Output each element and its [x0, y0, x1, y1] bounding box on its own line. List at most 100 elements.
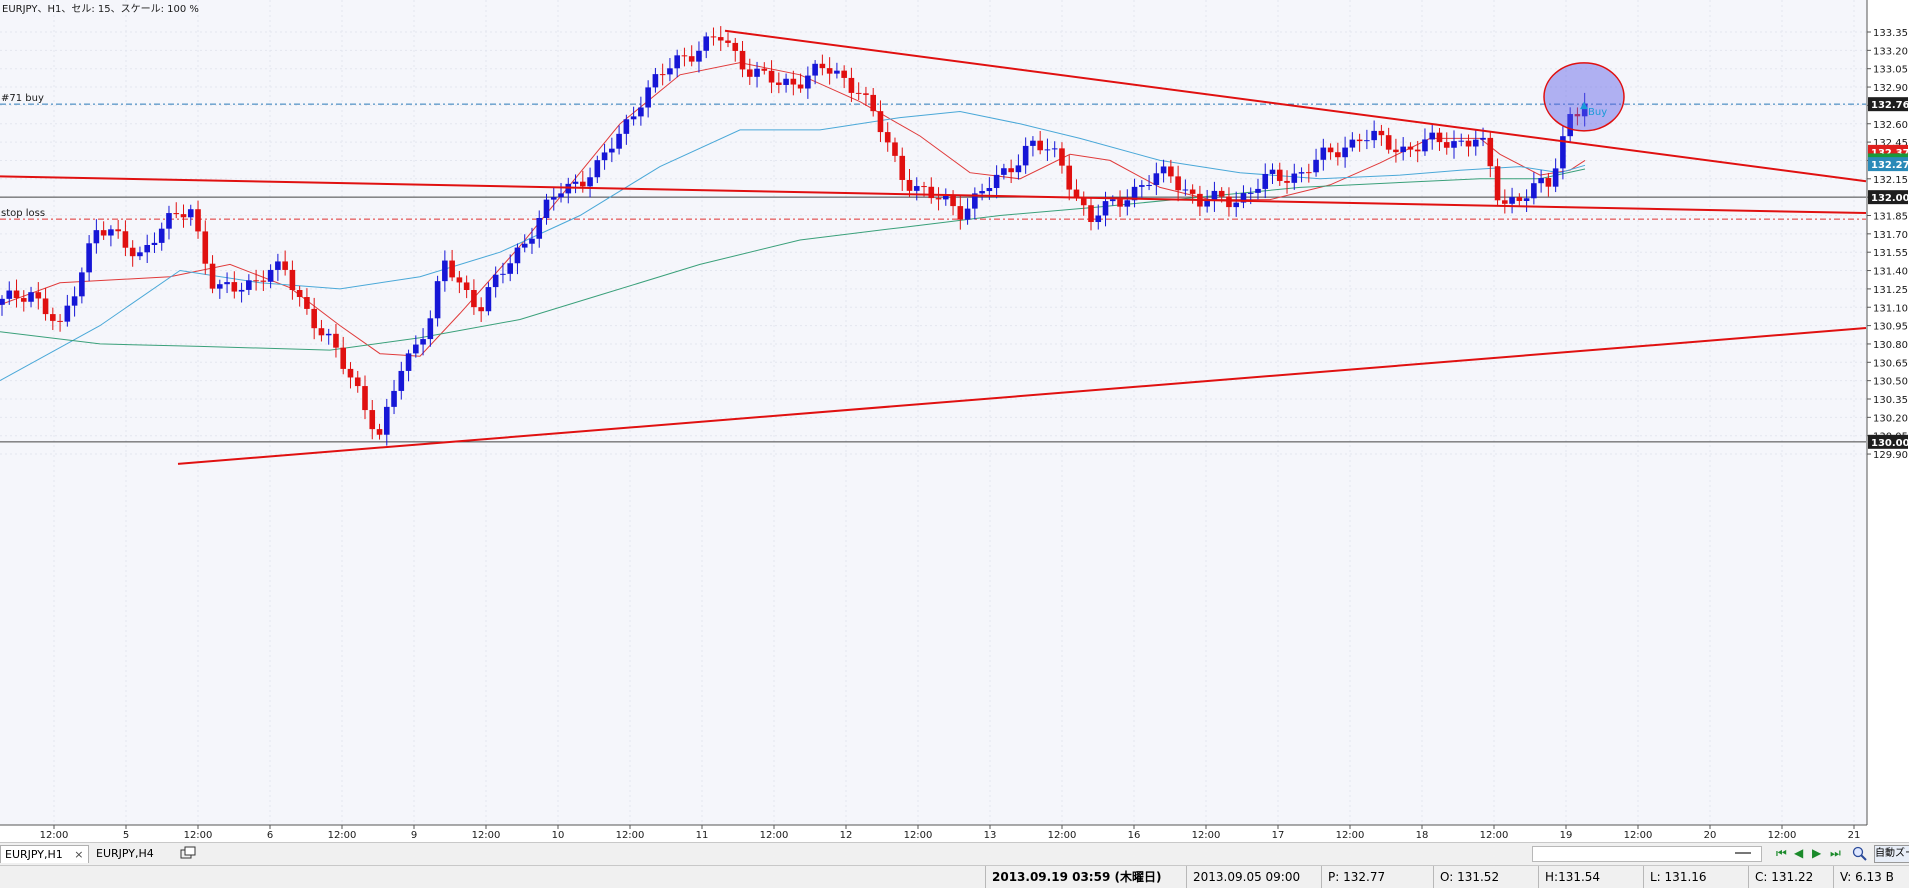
candle-body	[354, 377, 361, 387]
candle	[863, 86, 869, 106]
candle-body	[1436, 132, 1443, 143]
candle	[151, 232, 158, 253]
tab-eurjpy-h1[interactable]: EURJPY,H1 ×	[0, 845, 89, 863]
candle	[580, 170, 586, 193]
candle-body	[964, 208, 971, 220]
candle	[1458, 133, 1465, 147]
candle-body	[86, 243, 92, 273]
candle	[413, 335, 419, 358]
candle-body	[899, 155, 906, 180]
candle-body	[13, 290, 20, 299]
candle-body	[71, 296, 78, 306]
trendline-resistance[interactable]	[724, 29, 1867, 183]
candle-body	[979, 191, 985, 194]
candle-body	[826, 68, 833, 74]
candle-body	[144, 244, 150, 253]
candle	[1211, 181, 1218, 212]
candle-body	[848, 77, 855, 93]
candle-body	[797, 84, 804, 89]
candle-body	[950, 195, 956, 207]
candle-body	[456, 277, 463, 283]
candle-body	[449, 260, 455, 278]
candle	[1146, 175, 1152, 191]
price-tick-label: 131.40	[1873, 267, 1908, 278]
candle	[231, 271, 238, 299]
candle-body	[1001, 168, 1007, 175]
candle-body	[57, 320, 63, 322]
candle-body	[231, 282, 238, 292]
candle	[1371, 120, 1377, 149]
tab-eurjpy-h4[interactable]: EURJPY,H4	[92, 845, 158, 862]
candle-body	[1356, 139, 1363, 142]
scroll-forward-icon[interactable]: ▶	[1812, 846, 1822, 860]
candle-body	[187, 209, 194, 218]
candle-body	[1414, 149, 1421, 152]
candle	[1436, 128, 1443, 151]
candle-body	[20, 298, 27, 302]
price-tag-label: 132.76	[1871, 100, 1909, 111]
candle	[790, 70, 797, 96]
trendline-neckline[interactable]	[0, 175, 1867, 215]
magnifier-icon[interactable]	[1852, 846, 1868, 861]
scrollbar-thumb[interactable]	[1735, 852, 1751, 854]
candle-body	[659, 74, 666, 76]
candle-body	[507, 263, 513, 274]
candle	[638, 96, 644, 126]
candle	[238, 282, 245, 303]
candle	[1364, 129, 1370, 150]
time-tick-label: 16	[1128, 830, 1141, 841]
time-tick-label: 20	[1704, 830, 1717, 841]
candle-body	[0, 298, 5, 305]
candle-body	[1335, 152, 1341, 158]
status-low: L: 131.16	[1643, 866, 1750, 888]
candle	[500, 262, 506, 284]
close-icon[interactable]: ×	[74, 848, 84, 861]
candle-body	[1364, 140, 1370, 142]
trendlines[interactable]	[0, 29, 1867, 465]
candle	[616, 125, 622, 155]
candle-body	[434, 281, 441, 319]
candle	[964, 198, 971, 225]
candle	[848, 67, 855, 102]
chart-info: EURJPY、H1、セル: 15、スケール: 100 %	[2, 3, 199, 15]
candle-body	[347, 368, 354, 378]
candle	[913, 177, 920, 201]
chart-tabs: EURJPY,H1 × EURJPY,H4 ⏮ ◀ ▶ ⏭ 自動ズーム	[0, 842, 1909, 866]
candle-body	[580, 181, 586, 187]
status-bar: 2013.09.19 03:59 (木曜日) 2013.09.05 09:00 …	[0, 865, 1909, 888]
price-tick-label: 131.10	[1873, 303, 1908, 314]
scroll-first-icon[interactable]: ⏮	[1776, 846, 1787, 860]
candle	[166, 205, 172, 240]
time-tick-label: 12:00	[40, 830, 69, 841]
candle-body	[1146, 185, 1152, 187]
candle	[754, 61, 760, 88]
candle	[253, 269, 259, 291]
candle	[529, 227, 535, 254]
candle	[1516, 193, 1523, 207]
candle	[957, 195, 964, 230]
price-tag-label: 132.37	[1871, 148, 1909, 159]
candle-body	[420, 339, 426, 345]
candle	[28, 286, 34, 308]
candle-body	[877, 111, 884, 133]
scroll-last-icon[interactable]: ⏭	[1830, 846, 1841, 860]
candle-body	[1073, 189, 1080, 198]
candle	[609, 137, 615, 163]
candle-body	[543, 199, 550, 218]
chart-scrollbar[interactable]	[1532, 846, 1762, 862]
candle-body	[311, 308, 317, 329]
time-tick-label: 9	[411, 830, 417, 841]
trendline-support[interactable]	[177, 327, 1867, 465]
window-tile-icon[interactable]	[180, 846, 196, 860]
status-datetime: 2013.09.19 03:59 (木曜日)	[985, 866, 1188, 888]
candle-body	[1378, 130, 1385, 136]
candle-body	[1117, 199, 1123, 207]
candle-body	[6, 290, 13, 299]
scroll-back-icon[interactable]: ◀	[1794, 846, 1804, 860]
price-chart[interactable]: #71 buy stop loss Buy 133.35 133.20 133.05 1…	[0, 0, 1909, 842]
candle	[50, 307, 56, 331]
price-tick-label: 130.80	[1873, 340, 1908, 351]
candle	[776, 72, 782, 94]
candle	[601, 143, 608, 170]
auto-zoom-button[interactable]: 自動ズーム	[1874, 845, 1909, 863]
